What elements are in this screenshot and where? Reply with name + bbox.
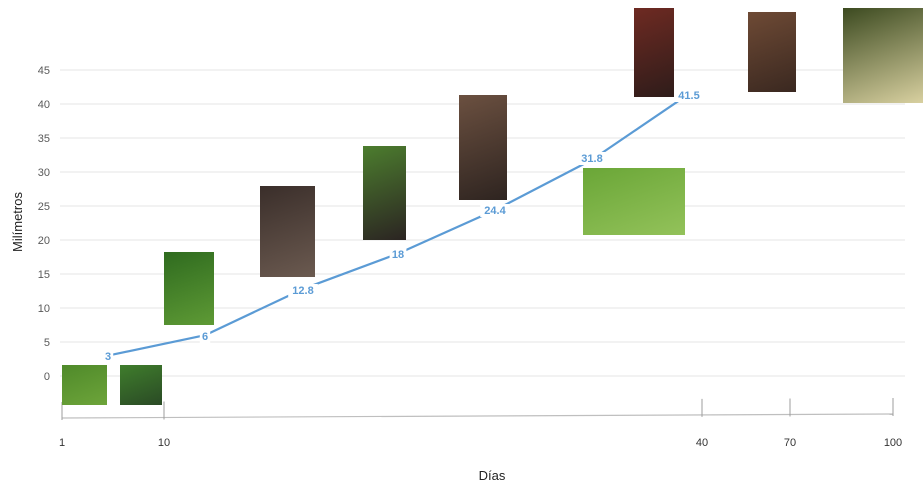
- x-tick-label: 70: [784, 437, 796, 449]
- data-label: 31.8: [581, 153, 602, 165]
- y-tick-label: 10: [38, 303, 50, 315]
- x-tick-label: 10: [158, 437, 170, 449]
- y-tick-label: 45: [38, 65, 50, 77]
- y-tick-label: 5: [44, 337, 50, 349]
- larva-brown-white-photo: [459, 95, 507, 200]
- data-label: 3: [105, 351, 111, 363]
- y-tick-label: 15: [38, 269, 50, 281]
- data-label: 41.5: [678, 90, 699, 102]
- x-tick-label: 40: [696, 437, 708, 449]
- x-axis-line: [62, 414, 893, 418]
- larva-bird-dropping-stage-photo: [260, 186, 315, 277]
- y-tick-label: 0: [44, 371, 50, 383]
- data-label: 6: [202, 331, 208, 343]
- y-tick-label: 20: [38, 235, 50, 247]
- y-axis-label: Milímetros: [10, 192, 25, 252]
- larva-on-leaf-photo: [363, 146, 406, 240]
- y-tick-label: 35: [38, 133, 50, 145]
- green-caterpillar-photo: [583, 168, 685, 235]
- egg-on-leaf-photo: [62, 365, 107, 405]
- x-tick-label: 100: [884, 437, 902, 449]
- y-tick-label: 40: [38, 99, 50, 111]
- x-axis-label: Días: [479, 468, 506, 483]
- data-label: 24.4: [484, 205, 506, 217]
- data-label: 18: [392, 249, 404, 261]
- data-label: 12.8: [292, 285, 313, 297]
- y-tick-label: 30: [38, 167, 50, 179]
- prepupa-photo: [634, 8, 674, 97]
- adult-swallowtail-butterfly-photo: [843, 8, 923, 103]
- x-tick-label: 1: [59, 437, 65, 449]
- early-larva-on-leaf-photo: [164, 252, 214, 325]
- y-tick-label: 25: [38, 201, 50, 213]
- first-instar-larva-photo: [120, 365, 162, 405]
- pupa-chrysalis-photo: [748, 12, 796, 92]
